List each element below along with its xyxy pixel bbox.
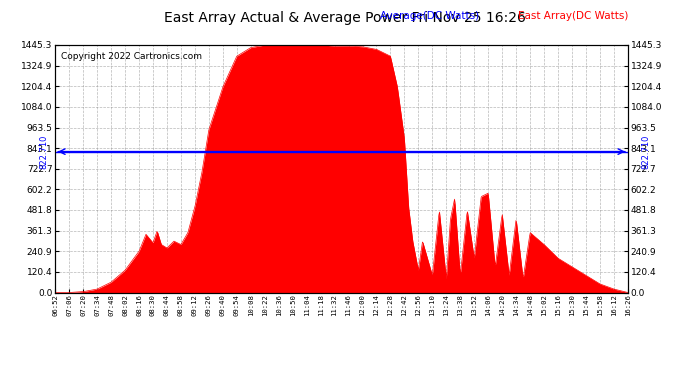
Text: Average(DC Watts): Average(DC Watts) [380,11,479,21]
Text: 822.710: 822.710 [642,134,651,169]
Text: East Array(DC Watts): East Array(DC Watts) [518,11,628,21]
Text: 822.710: 822.710 [39,134,48,169]
Text: East Array Actual & Average Power Fri Nov 25 16:26: East Array Actual & Average Power Fri No… [164,11,526,25]
Text: Copyright 2022 Cartronics.com: Copyright 2022 Cartronics.com [61,53,202,62]
